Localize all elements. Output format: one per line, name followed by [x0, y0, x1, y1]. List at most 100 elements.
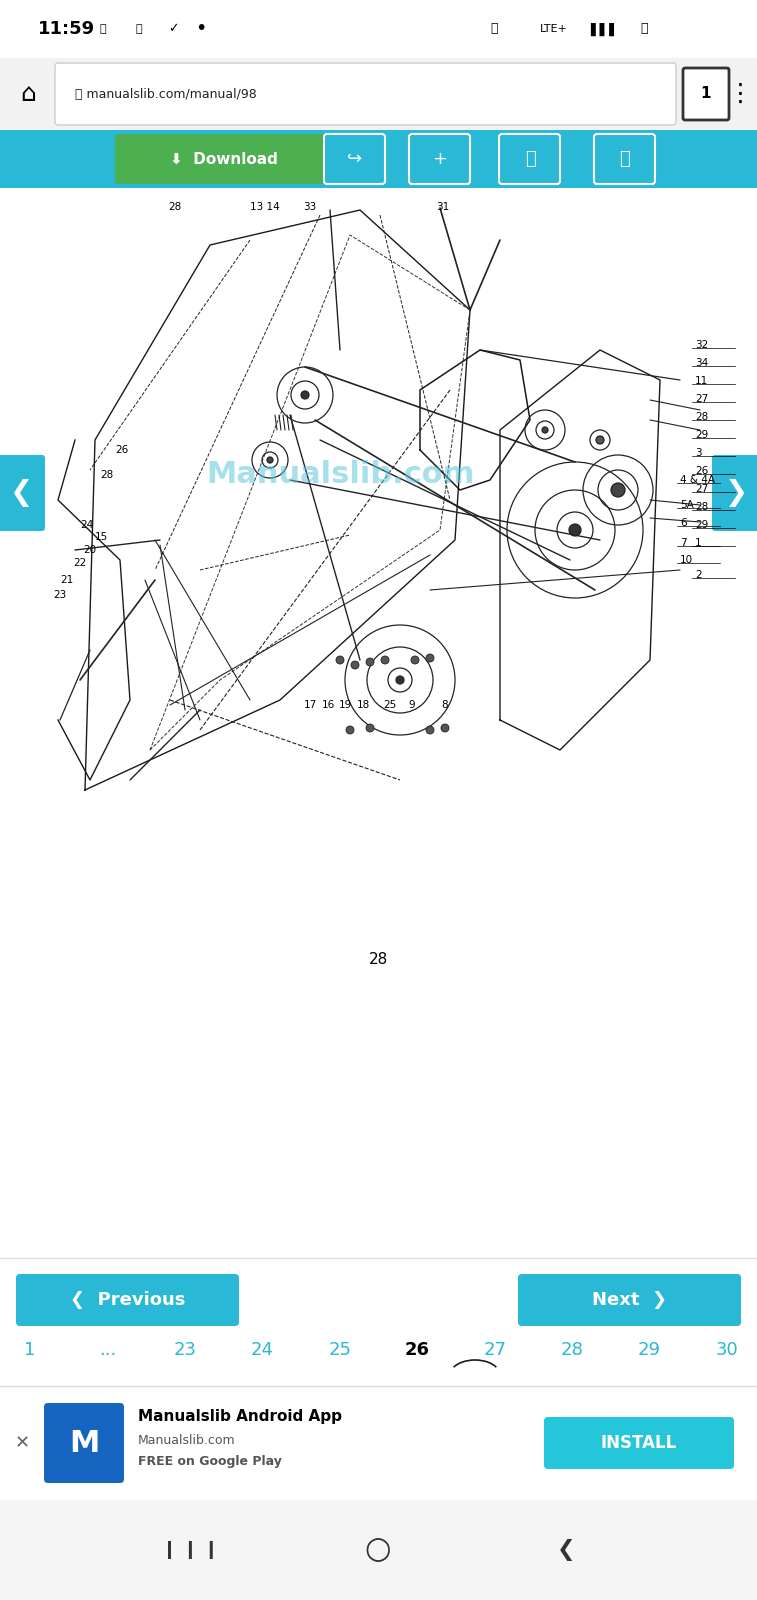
Circle shape	[441, 723, 449, 733]
Text: M: M	[69, 1429, 99, 1458]
Text: 1: 1	[24, 1341, 36, 1358]
Text: 23: 23	[173, 1341, 196, 1358]
Text: 🖨: 🖨	[620, 150, 631, 168]
Text: 20: 20	[83, 546, 96, 555]
FancyBboxPatch shape	[55, 62, 676, 125]
Text: 28: 28	[695, 411, 709, 422]
FancyBboxPatch shape	[712, 454, 757, 531]
Text: ▌▌▌: ▌▌▌	[590, 22, 619, 35]
Bar	[0, 1501, 757, 1600]
Text: 15: 15	[95, 531, 108, 542]
Bar	[0, 1258, 757, 1386]
Circle shape	[346, 726, 354, 734]
Text: 26: 26	[695, 466, 709, 477]
Text: 28: 28	[168, 202, 182, 211]
Text: ❮: ❮	[556, 1539, 575, 1562]
Circle shape	[366, 658, 374, 666]
FancyBboxPatch shape	[544, 1418, 734, 1469]
Text: 3: 3	[695, 448, 702, 458]
FancyBboxPatch shape	[44, 1403, 124, 1483]
Circle shape	[596, 435, 604, 443]
Circle shape	[426, 654, 434, 662]
Text: 13 14: 13 14	[250, 202, 280, 211]
Text: FREE on Google Play: FREE on Google Play	[138, 1456, 282, 1469]
Text: 1: 1	[701, 86, 712, 101]
Text: 9: 9	[409, 701, 416, 710]
Text: 21: 21	[60, 574, 73, 586]
Text: 4 & 4A: 4 & 4A	[680, 475, 715, 485]
Bar	[0, 1386, 757, 1501]
Text: 25: 25	[329, 1341, 351, 1358]
Text: Manualslib.com: Manualslib.com	[138, 1434, 235, 1446]
Text: ⏰: ⏰	[490, 22, 497, 35]
Text: 10: 10	[680, 555, 693, 565]
Circle shape	[426, 726, 434, 734]
Text: 28: 28	[561, 1341, 584, 1358]
Text: 🔒 manualslib.com/manual/98: 🔒 manualslib.com/manual/98	[75, 88, 257, 101]
Circle shape	[569, 525, 581, 536]
Text: Manualslib.com: Manualslib.com	[206, 461, 474, 490]
Text: 1: 1	[695, 538, 702, 547]
Bar	[58, 66, 673, 122]
Circle shape	[542, 427, 548, 434]
Text: ❙ ❙ ❙: ❙ ❙ ❙	[161, 1541, 219, 1558]
Text: ⬇  Download: ⬇ Download	[170, 152, 278, 166]
Circle shape	[411, 656, 419, 664]
FancyBboxPatch shape	[518, 1274, 741, 1326]
Bar	[0, 130, 757, 187]
Text: 🔖: 🔖	[525, 150, 535, 168]
Text: 29: 29	[695, 430, 709, 440]
Text: 19: 19	[338, 701, 351, 710]
Text: 26: 26	[115, 445, 128, 454]
Text: 26: 26	[405, 1341, 430, 1358]
Text: 18: 18	[357, 701, 369, 710]
Text: ⋮: ⋮	[727, 82, 752, 106]
FancyBboxPatch shape	[324, 134, 385, 184]
Text: +: +	[432, 150, 447, 168]
Text: 24: 24	[251, 1341, 274, 1358]
Text: 31: 31	[436, 202, 450, 211]
Text: Next  ❯: Next ❯	[593, 1291, 668, 1309]
Circle shape	[267, 458, 273, 462]
FancyBboxPatch shape	[0, 454, 45, 531]
FancyBboxPatch shape	[409, 134, 470, 184]
Text: 32: 32	[695, 341, 709, 350]
Circle shape	[351, 661, 359, 669]
Text: Manualslib Android App: Manualslib Android App	[138, 1408, 342, 1424]
Circle shape	[381, 656, 389, 664]
Text: 7: 7	[680, 538, 687, 547]
FancyBboxPatch shape	[115, 134, 333, 184]
Bar	[0, 58, 757, 130]
Text: •: •	[195, 19, 207, 38]
Text: 22: 22	[73, 558, 86, 568]
Circle shape	[366, 723, 374, 733]
Text: ⌂: ⌂	[20, 82, 36, 106]
Text: 11:59: 11:59	[38, 19, 95, 38]
Text: 🔋: 🔋	[640, 22, 647, 35]
Text: ❮  Previous: ❮ Previous	[70, 1291, 185, 1309]
Bar	[0, 0, 757, 58]
Circle shape	[336, 656, 344, 664]
Text: ○: ○	[365, 1536, 391, 1565]
Text: ↪: ↪	[347, 150, 363, 168]
Text: 2: 2	[695, 570, 702, 579]
Text: ❯: ❯	[724, 478, 748, 507]
Text: ✕: ✕	[14, 1434, 30, 1453]
FancyBboxPatch shape	[594, 134, 655, 184]
Text: 8: 8	[441, 701, 448, 710]
Text: ❮: ❮	[9, 478, 33, 507]
Circle shape	[611, 483, 625, 498]
Text: LTE+: LTE+	[540, 24, 568, 34]
Circle shape	[396, 675, 404, 685]
Text: 28: 28	[369, 952, 388, 966]
Text: 17: 17	[304, 701, 316, 710]
Text: ✓: ✓	[168, 22, 179, 35]
Text: ...: ...	[99, 1341, 116, 1358]
Text: 33: 33	[304, 202, 316, 211]
Text: 24: 24	[80, 520, 93, 530]
Text: 28: 28	[100, 470, 114, 480]
FancyBboxPatch shape	[683, 67, 729, 120]
Text: 27: 27	[483, 1341, 506, 1358]
Text: 11: 11	[695, 376, 709, 386]
Text: INSTALL: INSTALL	[601, 1434, 677, 1453]
